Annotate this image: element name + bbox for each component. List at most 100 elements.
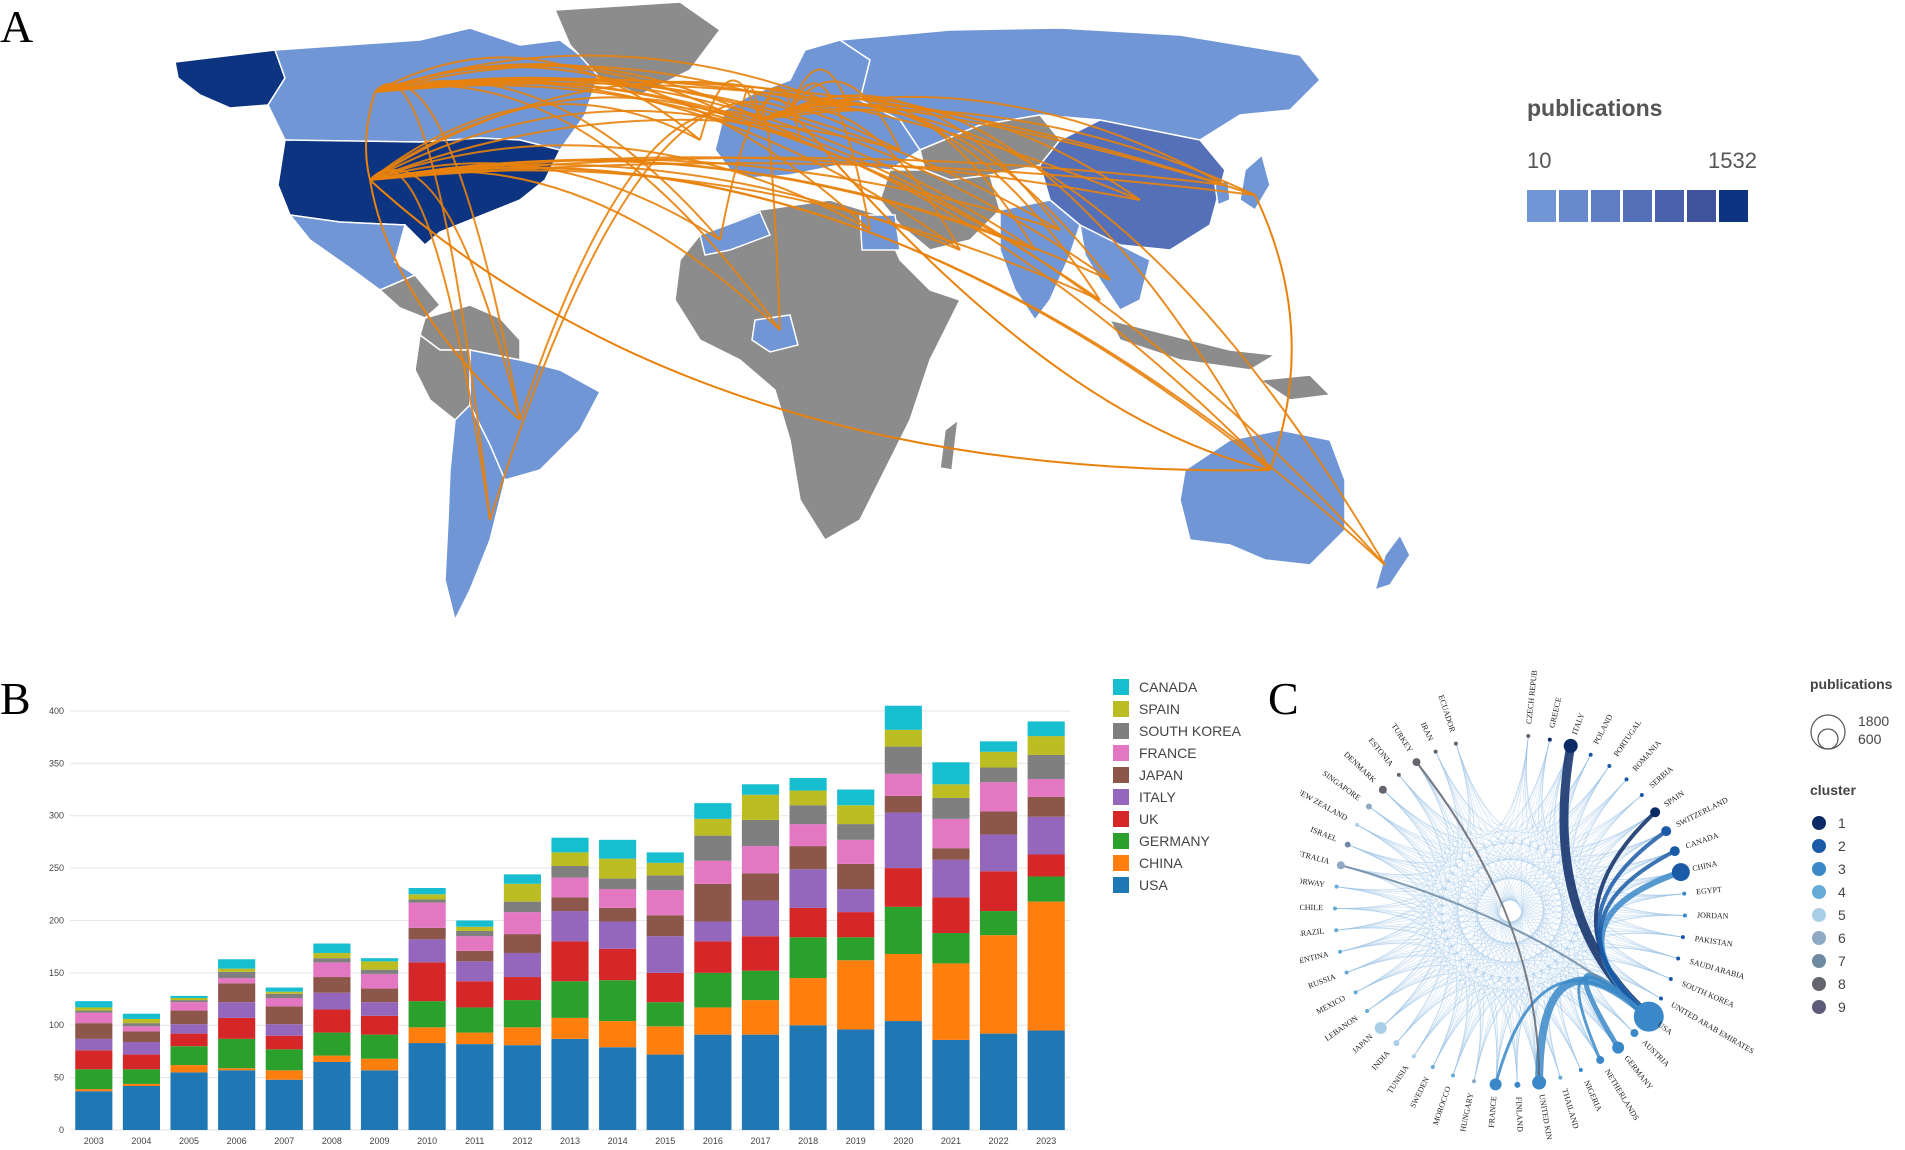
bar-segment-japan bbox=[170, 1010, 208, 1025]
chord-link bbox=[1473, 958, 1671, 1082]
collaboration-link bbox=[789, 68, 851, 111]
collaboration-link bbox=[369, 118, 901, 181]
x-tick-label: 2009 bbox=[370, 1136, 390, 1146]
bar-segment-france bbox=[1027, 779, 1065, 797]
chord-link bbox=[1495, 871, 1681, 1085]
chord-link bbox=[1382, 765, 1610, 845]
legend-label: CHINA bbox=[1139, 855, 1183, 871]
chord-link bbox=[1432, 992, 1499, 1085]
chord-country-label: TURKEY bbox=[1389, 722, 1414, 754]
chord-link bbox=[1356, 745, 1571, 855]
bar-segment-spain bbox=[980, 751, 1018, 768]
chord-link bbox=[1380, 960, 1662, 1029]
chord-node-thailand bbox=[1558, 1075, 1563, 1080]
bar-segment-usa bbox=[837, 1029, 875, 1130]
chord-country-label: FRANCE bbox=[1487, 1096, 1499, 1128]
legend-color-swatch bbox=[1655, 190, 1684, 222]
legend-color-swatch bbox=[1527, 190, 1556, 222]
legend-swatch bbox=[1113, 701, 1129, 717]
chord-link bbox=[1526, 735, 1685, 896]
bar-segment-canada bbox=[313, 943, 351, 953]
x-tick-label: 2003 bbox=[84, 1136, 104, 1146]
chord-legend-publications-title: publications bbox=[1810, 676, 1893, 692]
chord-country-label: SERBIA bbox=[1648, 764, 1676, 790]
legend-swatch bbox=[1113, 833, 1129, 849]
chord-link bbox=[1534, 830, 1667, 1083]
legend-item-italy[interactable]: ITALY bbox=[1113, 786, 1241, 808]
legend-label: SOUTH KOREA bbox=[1139, 723, 1241, 739]
chord-link bbox=[1413, 745, 1571, 1057]
collaboration-link bbox=[789, 80, 901, 151]
chord-link bbox=[1435, 751, 1656, 850]
collaboration-links bbox=[365, 54, 1386, 566]
chord-link bbox=[1340, 864, 1458, 1068]
chord-link bbox=[1541, 739, 1667, 857]
chord-link bbox=[1336, 886, 1619, 1048]
chord-link bbox=[1515, 739, 1551, 1085]
chord-node-estonia bbox=[1396, 772, 1401, 777]
chord-link bbox=[1382, 789, 1601, 1061]
chord-link bbox=[1572, 963, 1662, 1048]
chord-link bbox=[1346, 955, 1540, 1083]
bar-segment-south-korea bbox=[980, 767, 1018, 783]
bar-segment-canada bbox=[408, 888, 446, 895]
bar-segment-uk bbox=[265, 1035, 303, 1050]
chord-link bbox=[1396, 983, 1473, 1076]
x-tick-label: 2018 bbox=[798, 1136, 818, 1146]
legend-item-japan[interactable]: JAPAN bbox=[1113, 764, 1241, 786]
bar-segment-canada bbox=[551, 837, 589, 853]
chord-node-india bbox=[1393, 1040, 1400, 1047]
bar-segment-china bbox=[170, 1065, 208, 1073]
bar-segment-south-korea bbox=[218, 971, 256, 979]
bar-segment-usa bbox=[170, 1072, 208, 1130]
collaboration-link bbox=[365, 91, 376, 181]
collaboration-link bbox=[759, 86, 801, 141]
x-tick-label: 2011 bbox=[465, 1136, 484, 1146]
legend-item-uk[interactable]: UK bbox=[1113, 808, 1241, 830]
bar-segment-china bbox=[884, 954, 922, 1022]
bar-segment-usa bbox=[980, 1033, 1018, 1130]
chord-link bbox=[1380, 975, 1601, 1061]
legend-item-south-korea[interactable]: SOUTH KOREA bbox=[1113, 720, 1241, 742]
chord-link bbox=[1336, 927, 1582, 1071]
chord-country-label: HUNGARY bbox=[1458, 1092, 1475, 1133]
legend-swatch bbox=[1113, 877, 1129, 893]
chord-link bbox=[1593, 914, 1685, 980]
legend-item-usa[interactable]: USA bbox=[1113, 874, 1241, 896]
bar-segment-south-korea bbox=[789, 805, 827, 825]
chord-link bbox=[1544, 985, 1619, 1078]
cluster-legend-item: 4 bbox=[1812, 884, 1846, 900]
legend-item-canada[interactable]: CANADA bbox=[1113, 676, 1241, 698]
chord-link bbox=[1396, 893, 1685, 1044]
bar-segment-uk bbox=[313, 1009, 351, 1033]
chord-country-label: SINGAPORE bbox=[1321, 769, 1363, 803]
bar-segment-germany bbox=[884, 906, 922, 954]
map-legend-min: 10 bbox=[1527, 148, 1552, 173]
chord-link bbox=[1336, 925, 1429, 993]
chord-link bbox=[1336, 739, 1551, 931]
chord-node-spain bbox=[1650, 807, 1661, 818]
legend-item-germany[interactable]: GERMANY bbox=[1113, 830, 1241, 852]
chord-country-label: INDIA bbox=[1370, 1049, 1392, 1072]
chord-country-label: NEW ZEALAND bbox=[1300, 786, 1349, 822]
bar-segment-germany bbox=[789, 937, 827, 979]
x-tick-label: 2015 bbox=[655, 1136, 675, 1146]
legend-item-spain[interactable]: SPAIN bbox=[1113, 698, 1241, 720]
bar-segment-france bbox=[837, 839, 875, 864]
collaboration-link bbox=[789, 82, 871, 231]
bar-segment-spain bbox=[503, 883, 541, 902]
legend-label: USA bbox=[1139, 877, 1168, 893]
chord-node-china bbox=[1671, 863, 1690, 882]
cluster-legend-item: 7 bbox=[1812, 953, 1846, 969]
chord-link bbox=[1548, 893, 1685, 1078]
chord-link bbox=[1356, 824, 1446, 1044]
legend-item-france[interactable]: FRANCE bbox=[1113, 742, 1241, 764]
chord-link bbox=[1339, 830, 1667, 952]
chord-link-strong bbox=[1596, 829, 1668, 1019]
collaboration-link bbox=[374, 80, 721, 241]
legend-item-china[interactable]: CHINA bbox=[1113, 852, 1241, 874]
country-japan bbox=[1239, 153, 1271, 212]
chord-node-turkey bbox=[1412, 758, 1421, 767]
panel-label-a: A bbox=[0, 1, 34, 52]
bar-segment-france bbox=[551, 877, 589, 898]
